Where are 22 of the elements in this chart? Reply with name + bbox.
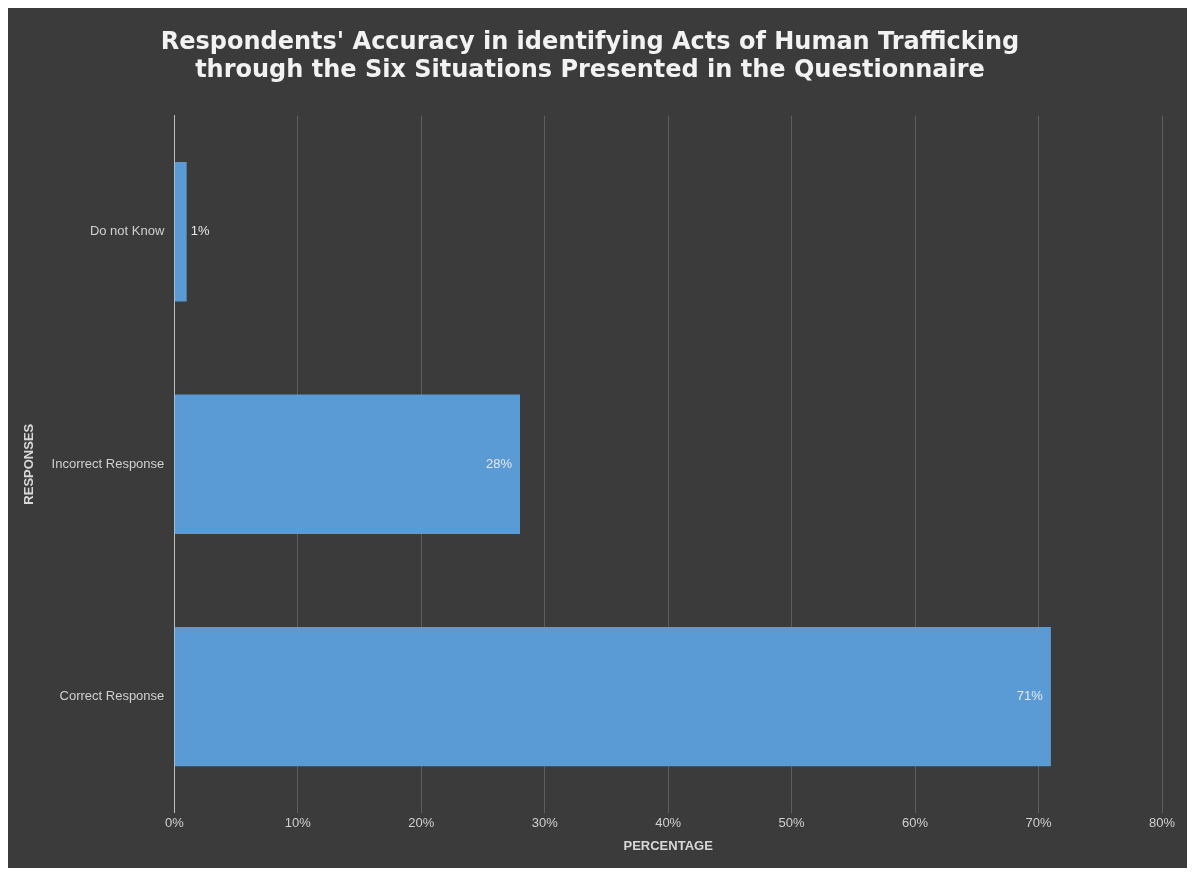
data-label: 1% <box>190 223 210 239</box>
bar <box>174 162 187 302</box>
x-tick-label: 20% <box>408 815 435 831</box>
text: Respondents' Accuracy in identifying Acts of Human Trafficking <box>160 26 1020 55</box>
bar <box>174 626 1051 767</box>
text: through the Six Situations Presented in the Questionnaire <box>195 55 985 84</box>
x-tick-label: 0% <box>164 815 185 831</box>
y-tick-label: Do not Know <box>89 223 165 239</box>
x-tick-label: 10% <box>284 815 312 831</box>
x-tick-label: 60% <box>902 815 929 831</box>
x-tick-label: 40% <box>655 815 682 831</box>
x-tick-label: 50% <box>778 815 806 831</box>
x-axis-title: PERCENTAGE <box>623 837 714 853</box>
y-axis-title: RESPONSES <box>21 423 37 505</box>
data-label: 28% <box>485 455 513 471</box>
y-tick-label: Correct Response <box>59 688 165 704</box>
x-tick-label: 30% <box>531 815 559 831</box>
x-tick-label: 70% <box>1025 815 1052 831</box>
y-tick-label: Incorrect Response <box>51 455 165 471</box>
data-label: 71% <box>1016 688 1044 704</box>
bar <box>174 394 521 534</box>
x-tick-label: 80% <box>1148 815 1176 831</box>
